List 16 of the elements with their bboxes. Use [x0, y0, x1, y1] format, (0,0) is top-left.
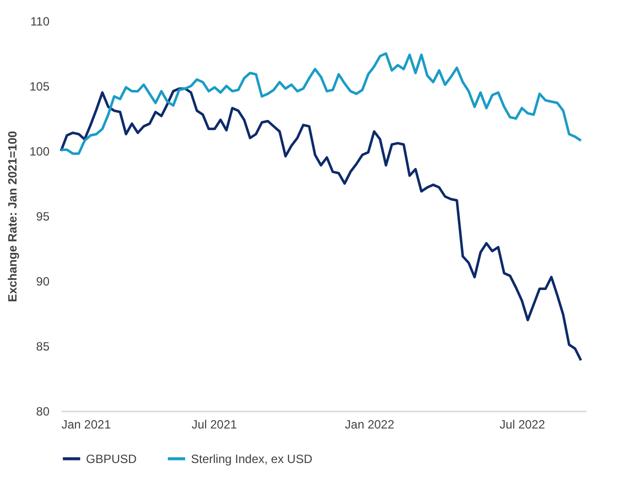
x-tick-label: Jul 2021 — [192, 418, 238, 432]
legend-label: Sterling Index, ex USD — [191, 452, 313, 466]
y-tick-label: 95 — [36, 210, 50, 224]
x-tick-label: Jan 2022 — [344, 418, 395, 432]
y-tick-label: 90 — [36, 274, 50, 288]
line-series — [60, 52, 582, 155]
x-tick-label: Jul 2022 — [500, 418, 546, 432]
y-tick-label: 100 — [29, 144, 50, 158]
y-tick-label: 85 — [36, 340, 50, 354]
line-series — [60, 87, 582, 362]
y-axis-title: Exchange Rate: Jan 2021=100 — [5, 130, 20, 302]
legend-label: GBPUSD — [86, 452, 138, 466]
x-tick-label: Jan 2021 — [62, 418, 112, 432]
y-tick-label: 80 — [36, 404, 50, 418]
y-tick-label: 105 — [29, 80, 50, 94]
y-tick-label: 110 — [30, 14, 50, 28]
